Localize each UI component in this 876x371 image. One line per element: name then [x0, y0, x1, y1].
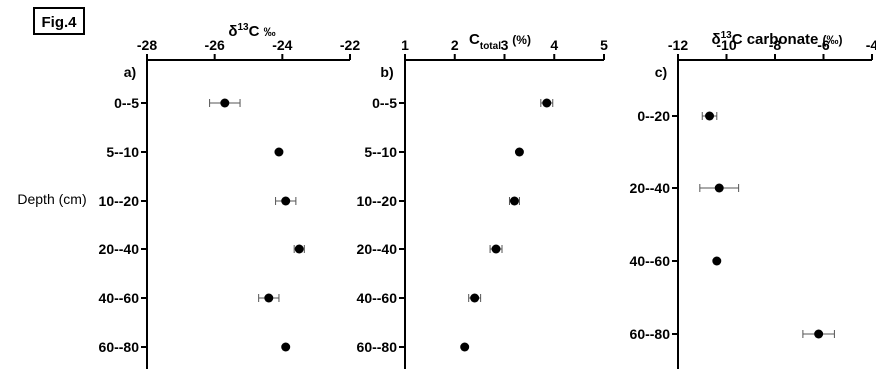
- x-tick-label: 1: [401, 37, 409, 53]
- data-point: [281, 342, 291, 352]
- figure-label-text: Fig.4: [41, 14, 77, 31]
- panel-label: c): [655, 64, 667, 80]
- depth-category-label: 40--60: [630, 253, 671, 269]
- data-point: [509, 196, 519, 206]
- x-tick-label: -22: [340, 37, 360, 53]
- depth-category-label: 60--80: [357, 339, 398, 355]
- x-tick-label: 2: [451, 37, 459, 53]
- data-point: [714, 183, 724, 193]
- data-point: [460, 342, 470, 352]
- depth-category-label: 40--60: [357, 290, 398, 306]
- data-point: [814, 329, 824, 339]
- depth-axis-label: Depth (cm): [17, 191, 86, 207]
- depth-category-label: 5--10: [364, 144, 397, 160]
- panel-a: a) δ13C ‰ -28 -26 -24 -22 0--5 5--10 10--20 20--4…: [99, 22, 360, 369]
- depth-category-label: 0--20: [637, 108, 670, 124]
- figure-label-box: [33, 7, 85, 35]
- data-point: [491, 244, 501, 254]
- x-tick-label: 5: [600, 37, 608, 53]
- x-tick-label: -28: [137, 37, 157, 53]
- data-point: [514, 147, 524, 157]
- x-tick-label: -4: [866, 37, 876, 53]
- depth-category-label: 10--20: [357, 193, 398, 209]
- data-point: [264, 293, 274, 303]
- depth-category-label: 5--10: [106, 144, 139, 160]
- x-tick-label: -12: [668, 37, 688, 53]
- depth-category-label: 0--5: [372, 95, 397, 111]
- depth-category-label: 20--40: [630, 180, 671, 196]
- depth-category-label: 20--40: [99, 241, 140, 257]
- panel-title: δ13C ‰: [228, 22, 275, 40]
- panel-title: δ13C carbonate (‰): [711, 30, 842, 48]
- depth-category-label: 20--40: [357, 241, 398, 257]
- depth-category-label: 10--20: [99, 193, 140, 209]
- figure-label: Fig.4: [33, 7, 85, 35]
- data-point: [294, 244, 304, 254]
- x-tick-label: -26: [205, 37, 225, 53]
- panel-b: b) Ctotal (%) 1 2 3 4 5 0--5 5--10 10--20 20--40 40…: [357, 31, 608, 369]
- panel-label: a): [124, 64, 136, 80]
- panel-title: Ctotal (%): [469, 31, 531, 52]
- x-tick-label: -6: [817, 37, 830, 53]
- data-point: [274, 147, 284, 157]
- x-tick-label: -10: [716, 37, 736, 53]
- x-tick-label: -8: [769, 37, 782, 53]
- depth-category-label: 0--5: [114, 95, 139, 111]
- x-tick-label: -24: [272, 37, 292, 53]
- data-point: [542, 98, 552, 108]
- depth-category-label: 40--60: [99, 290, 140, 306]
- x-tick-label: 4: [550, 37, 558, 53]
- depth-category-label: 60--80: [630, 326, 671, 342]
- panel-label: b): [380, 64, 393, 80]
- data-point: [705, 111, 715, 121]
- depth-category-label: 60--80: [99, 339, 140, 355]
- data-point: [470, 293, 480, 303]
- data-point: [220, 98, 230, 108]
- data-point: [281, 196, 291, 206]
- panels: a)δ13C ‰-28 -26 -24 -220--55--1010--2020--4…: [99, 22, 876, 369]
- panel-c: c) δ13C carbonate (‰) -12 -10 -8 -6 -4 0--20 20-…: [630, 30, 876, 369]
- data-point: [712, 256, 722, 266]
- x-tick-label: 3: [501, 37, 509, 53]
